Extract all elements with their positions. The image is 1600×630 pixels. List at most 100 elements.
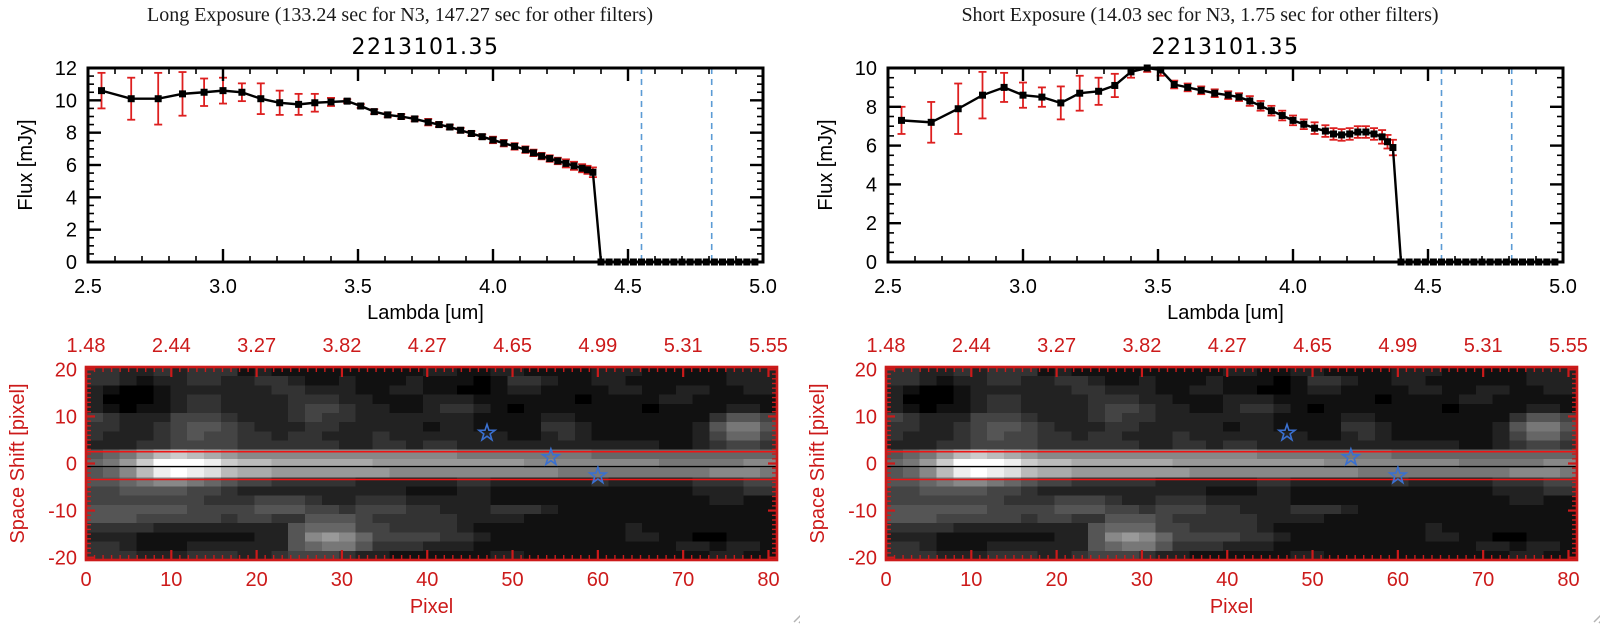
spectrum-axis-labels: 2.5 3.0 3.5 4.0 4.5 5.0 0 2 4 6 8 10 12 Lambda [um] Fl… [15, 58, 777, 324]
svg-text:40: 40 [1216, 569, 1238, 591]
svg-text:0: 0 [880, 569, 891, 591]
svg-text:60: 60 [587, 569, 609, 591]
svg-text:3.5: 3.5 [1144, 276, 1172, 298]
image-axis-labels: 1.48 0 2.44 10 3.27 20 3.82 30 4.27 40 4.65 50 4.99 6… [807, 335, 1588, 618]
svg-text:1.48: 1.48 [67, 335, 106, 357]
svg-text:3.0: 3.0 [209, 276, 237, 298]
svg-text:Space Shift [pixel]: Space Shift [pixel] [807, 383, 829, 543]
svg-text:30: 30 [1131, 569, 1153, 591]
spectrum-axes [86, 66, 765, 264]
panel-long-exposure: Long Exposure (133.24 sec for N3, 147.27… [7, 4, 811, 625]
spectral-image-2d [886, 367, 1577, 560]
svg-text:2.44: 2.44 [152, 335, 191, 357]
svg-text:10: 10 [855, 406, 877, 428]
svg-text:4: 4 [866, 174, 877, 196]
svg-text:Pixel: Pixel [410, 596, 453, 618]
svg-text:0: 0 [66, 252, 77, 274]
svg-text:40: 40 [416, 569, 438, 591]
image-axes [84, 365, 779, 562]
svg-text:-10: -10 [48, 501, 77, 523]
aperture-boundary-lines [86, 450, 777, 481]
spectrum-markers [98, 87, 759, 266]
svg-text:4.5: 4.5 [1414, 276, 1442, 298]
svg-text:3.82: 3.82 [1122, 335, 1161, 357]
svg-text:-20: -20 [48, 548, 77, 570]
svg-text:0: 0 [66, 454, 77, 476]
spectrum-markers [898, 64, 1559, 266]
svg-text:20: 20 [1045, 569, 1067, 591]
svg-text:50: 50 [1301, 569, 1323, 591]
panel-short-exposure: Short Exposure (14.03 sec for N3, 1.75 s… [800, 0, 1600, 630]
svg-text:5.0: 5.0 [749, 276, 777, 298]
svg-text:70: 70 [672, 569, 694, 591]
svg-text:8: 8 [866, 97, 877, 119]
image-axes [884, 365, 1579, 562]
svg-text:5.31: 5.31 [664, 335, 703, 357]
svg-text:0: 0 [866, 454, 877, 476]
error-bars [897, 68, 1397, 157]
svg-text:70: 70 [1472, 569, 1494, 591]
wavelength-marker-dashed-lines [1440, 68, 1513, 262]
svg-text:12: 12 [55, 58, 77, 80]
svg-text:30: 30 [331, 569, 353, 591]
star-markers [1276, 421, 1409, 485]
plot-overlay-long: 2.5 3.0 3.5 4.0 4.5 5.0 0 2 4 6 8 10 12 Lambda [um] Fl… [7, 58, 788, 618]
error-bars [97, 71, 597, 179]
svg-text:-10: -10 [848, 501, 877, 523]
svg-text:10: 10 [960, 569, 982, 591]
svg-text:1.48: 1.48 [867, 335, 906, 357]
svg-text:4.0: 4.0 [479, 276, 507, 298]
svg-text:4.99: 4.99 [578, 335, 617, 357]
panel-header-long: Long Exposure (133.24 sec for N3, 147.27… [147, 4, 653, 26]
svg-text:Space Shift [pixel]: Space Shift [pixel] [7, 383, 29, 543]
svg-text:2.44: 2.44 [952, 335, 991, 357]
svg-text:8: 8 [66, 123, 77, 145]
svg-text:20: 20 [55, 359, 77, 381]
image-axis-labels: 1.48 0 2.44 10 3.27 20 3.82 30 4.27 40 4.65 50 4.99 6… [7, 335, 788, 618]
svg-text:5.55: 5.55 [749, 335, 788, 357]
svg-text:2.5: 2.5 [74, 276, 102, 298]
svg-text:5.55: 5.55 [1549, 335, 1588, 357]
svg-text:5.0: 5.0 [1549, 276, 1577, 298]
svg-text:3.82: 3.82 [322, 335, 361, 357]
svg-text:Flux [mJy]: Flux [mJy] [15, 119, 37, 210]
svg-text:6: 6 [866, 136, 877, 158]
svg-text:-20: -20 [848, 548, 877, 570]
svg-text:3.27: 3.27 [1037, 335, 1076, 357]
svg-text:20: 20 [855, 359, 877, 381]
svg-text:10: 10 [160, 569, 182, 591]
window-resize-grip[interactable] [1586, 600, 1600, 626]
svg-text:4.27: 4.27 [408, 335, 447, 357]
svg-text:3.5: 3.5 [344, 276, 372, 298]
plot-overlay-short: 2.5 3.0 3.5 4.0 4.5 5.0 0 2 4 6 8 10 Lambda [um] Flux… [807, 58, 1588, 618]
svg-text:4.65: 4.65 [1293, 335, 1332, 357]
svg-text:10: 10 [855, 58, 877, 80]
svg-text:2: 2 [66, 220, 77, 242]
svg-text:50: 50 [501, 569, 523, 591]
resize-grip-lines [1593, 614, 1600, 624]
svg-text:4: 4 [66, 187, 77, 209]
svg-text:3.27: 3.27 [237, 335, 276, 357]
spectrum-title-short: 2213101.35 [1151, 35, 1300, 60]
svg-text:10: 10 [55, 406, 77, 428]
svg-text:Lambda [um]: Lambda [um] [367, 302, 484, 324]
svg-text:2.5: 2.5 [874, 276, 902, 298]
svg-text:4.27: 4.27 [1208, 335, 1247, 357]
svg-text:6: 6 [66, 155, 77, 177]
svg-text:80: 80 [1557, 569, 1579, 591]
svg-text:20: 20 [245, 569, 267, 591]
spectrum-axes [886, 66, 1565, 264]
svg-text:3.0: 3.0 [1009, 276, 1037, 298]
svg-text:2: 2 [866, 213, 877, 235]
svg-text:4.99: 4.99 [1378, 335, 1417, 357]
svg-text:5.31: 5.31 [1464, 335, 1503, 357]
svg-text:0: 0 [80, 569, 91, 591]
aperture-boundary-lines [886, 450, 1577, 481]
spectrum-axis-labels: 2.5 3.0 3.5 4.0 4.5 5.0 0 2 4 6 8 10 Lambda [um] Flux… [815, 58, 1577, 324]
star-markers [476, 421, 609, 485]
svg-text:10: 10 [55, 90, 77, 112]
svg-text:60: 60 [1387, 569, 1409, 591]
svg-text:Pixel: Pixel [1210, 596, 1253, 618]
wavelength-marker-dashed-lines [640, 68, 713, 262]
